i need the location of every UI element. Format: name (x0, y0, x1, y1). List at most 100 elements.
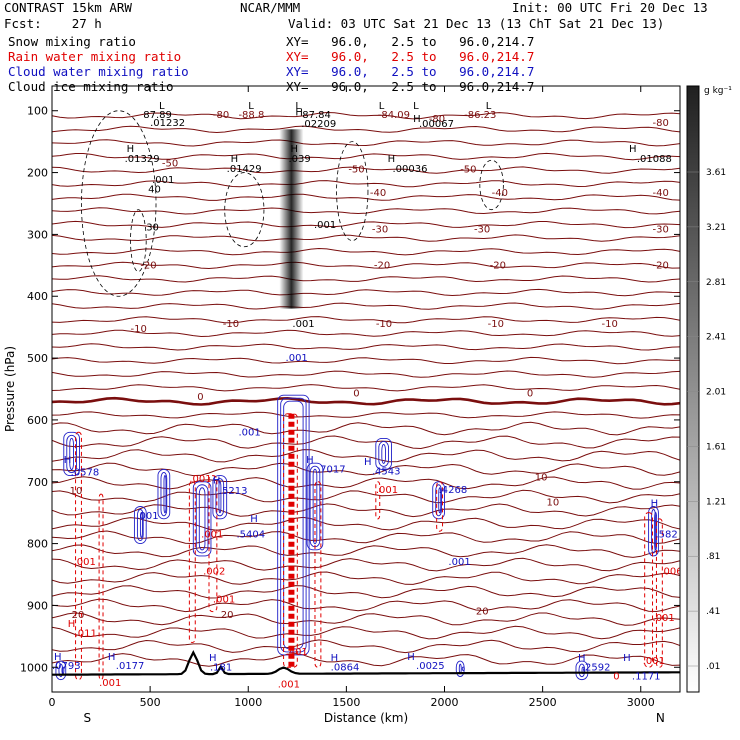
contour-label: -10 (131, 324, 147, 335)
snow-shading (279, 129, 304, 309)
contour-label: H (127, 144, 135, 155)
contour-label: -20 (653, 260, 669, 271)
isotherm-line (52, 111, 680, 120)
contour-label: H (64, 455, 72, 466)
contour-label: -30 (372, 225, 388, 236)
contour-label: .001 (653, 613, 675, 624)
rain-water-contour (98, 493, 104, 681)
contour-label: .001 (74, 557, 96, 568)
colorbar-label: 1.61 (706, 442, 726, 452)
contour-label: .582 (655, 529, 677, 540)
field-name-rain: Rain water mixing ratio (8, 49, 182, 64)
cloud-water-contour (438, 487, 442, 514)
cloud-ice-contour (224, 172, 265, 248)
isotherm-line (52, 152, 680, 161)
x-axis-label: Distance (km) (324, 711, 408, 725)
isotherm-line (52, 503, 680, 518)
cloud-water-contour (461, 666, 465, 671)
init-time: Init: 00 UTC Fri 20 Dec 13 (512, 0, 708, 15)
contour-label: .0864 (331, 662, 360, 673)
contour-label: .002 (203, 567, 225, 578)
y-tick-label: 800 (27, 538, 48, 551)
isotherm-line (52, 166, 680, 174)
contour-label: 30 (146, 223, 159, 234)
contour-label: L (295, 101, 301, 112)
contour-label: .0793 (52, 661, 81, 672)
contour-label: -50 (460, 165, 476, 176)
plot-frame (51, 85, 681, 693)
x-tick-label: 2500 (529, 696, 557, 709)
rain-water-contour (655, 518, 663, 668)
isotherm-line (52, 598, 680, 613)
contour-label: .1171 (632, 672, 661, 683)
field-xy-rain: XY= 96.0, 2.5 to 96.0,214.7 (286, 49, 535, 64)
cloud-water-contour (378, 441, 389, 467)
contour-label: H (306, 455, 314, 466)
contour-label: .011 (75, 628, 97, 639)
y-tick-label: 400 (27, 290, 48, 303)
contour-label: .01232 (150, 118, 185, 129)
cloud-water-contour (375, 438, 392, 470)
contour-label: 0 (197, 392, 203, 403)
colorbar-label: 2.41 (706, 333, 726, 343)
contour-label: -20 (374, 260, 390, 271)
contour-label: 10 (70, 486, 83, 497)
isotherm-line (52, 384, 680, 392)
isotherm-line (52, 193, 680, 201)
cloud-ice-contour (479, 159, 504, 211)
contour-label: 87.89 (143, 110, 172, 121)
isotherm-line (52, 625, 680, 640)
contour-label: -88.8 (238, 110, 264, 121)
isotherm-line (52, 449, 680, 463)
cloud-water-contour (280, 397, 307, 653)
contour-label: .001 (286, 353, 308, 364)
isotherm-line (52, 316, 680, 324)
contour-label: L (413, 101, 419, 112)
isotherm-line (52, 329, 680, 338)
isotherm-line (52, 435, 680, 450)
y-tick-label: 700 (27, 476, 48, 489)
y-axis-label: Pressure (hPa) (3, 346, 17, 432)
cloud-ice-contour (81, 110, 157, 297)
isotherm-line (52, 544, 680, 558)
y-tick-label: 600 (27, 414, 48, 427)
contour-label: H (651, 498, 659, 509)
rain-water-contour (75, 431, 82, 681)
contour-label: .001 (136, 511, 158, 522)
contour-label: 0 (527, 388, 533, 399)
contour-label: -86.23 (464, 110, 496, 121)
isotherm-line (52, 180, 680, 188)
contour-label: .0025 (416, 661, 445, 672)
x-tick-label: 1000 (234, 696, 262, 709)
terrain-line (52, 650, 680, 676)
field-name-cloud-water: Cloud water mixing ratio (8, 64, 189, 79)
colorbar (686, 85, 700, 693)
cloud-water-contour (651, 509, 656, 554)
forecast-hour: Fcst: 27 h (4, 16, 102, 31)
rain-water-contour (436, 481, 444, 532)
x-end-label-left: S (84, 711, 92, 725)
colorbar-label: 1.21 (706, 497, 726, 507)
cloud-water-contour (133, 506, 147, 545)
contour-label: .001 (292, 319, 314, 330)
isotherm-line (52, 476, 680, 490)
cloud-ice-contour (336, 141, 369, 241)
isotherm-line (52, 275, 680, 283)
contour-label: H (331, 653, 339, 664)
contour-label: .001 (99, 678, 121, 689)
contour-label: .5213 (219, 486, 248, 497)
contour-label: .2592 (582, 662, 611, 673)
y-tick-label: 1000 (20, 661, 48, 674)
x-tick-label: 1500 (332, 696, 360, 709)
isotherm-line (52, 261, 680, 270)
cloud-water-contour (648, 506, 659, 557)
contour-label: .7017 (317, 464, 346, 475)
isotherm-line (52, 220, 680, 229)
isotherm-line (52, 302, 680, 310)
x-tick-label: 0 (49, 696, 56, 709)
rain-water-contour (644, 512, 654, 668)
contour-label: .00036 (392, 164, 427, 175)
cloud-water-contour (575, 660, 589, 681)
contour-label: .00067 (419, 119, 454, 130)
cloud-water-contour (215, 478, 225, 517)
